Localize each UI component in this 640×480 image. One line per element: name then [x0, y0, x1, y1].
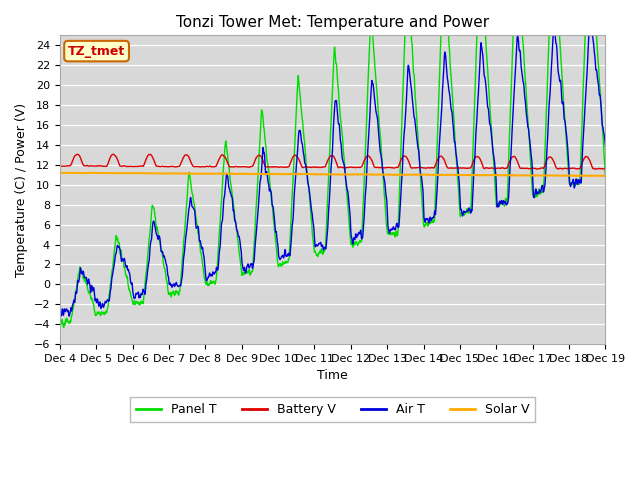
Solar V [154, 170, 162, 176]
Solar V [601, 173, 609, 179]
Solar V [455, 172, 463, 178]
Y-axis label: Temperature (C) / Power (V): Temperature (C) / Power (V) [15, 103, 28, 277]
Battery V [486, 165, 493, 171]
Text: TZ_tmet: TZ_tmet [68, 45, 125, 58]
Panel T [602, 173, 609, 179]
Air T [154, 235, 162, 240]
Battery V [601, 166, 609, 172]
Air T [455, 176, 463, 181]
Panel T [56, 322, 63, 328]
Battery V [602, 166, 609, 171]
Title: Tonzi Tower Met: Temperature and Power: Tonzi Tower Met: Temperature and Power [176, 15, 489, 30]
Air T [425, 220, 433, 226]
Line: Battery V: Battery V [60, 154, 605, 169]
Battery V [312, 164, 320, 170]
Battery V [425, 165, 433, 170]
Battery V [591, 166, 599, 172]
Panel T [154, 229, 162, 235]
X-axis label: Time: Time [317, 370, 348, 383]
Panel T [312, 252, 320, 257]
Solar V [602, 173, 609, 179]
Battery V [455, 165, 463, 171]
Air T [486, 121, 493, 127]
Solar V [486, 172, 493, 178]
Air T [601, 137, 609, 143]
Battery V [109, 151, 117, 157]
Solar V [56, 170, 63, 176]
Line: Panel T: Panel T [60, 0, 605, 327]
Battery V [154, 163, 162, 169]
Legend: Panel T, Battery V, Air T, Solar V: Panel T, Battery V, Air T, Solar V [130, 397, 535, 422]
Solar V [425, 172, 433, 178]
Air T [602, 144, 609, 149]
Air T [587, 16, 595, 22]
Line: Solar V: Solar V [60, 173, 605, 176]
Panel T [455, 196, 463, 202]
Panel T [601, 166, 609, 171]
Panel T [60, 324, 68, 330]
Panel T [486, 103, 493, 109]
Panel T [425, 221, 433, 227]
Solar V [312, 171, 320, 177]
Line: Air T: Air T [60, 19, 605, 320]
Air T [56, 317, 63, 323]
Air T [312, 242, 320, 248]
Battery V [56, 163, 63, 169]
